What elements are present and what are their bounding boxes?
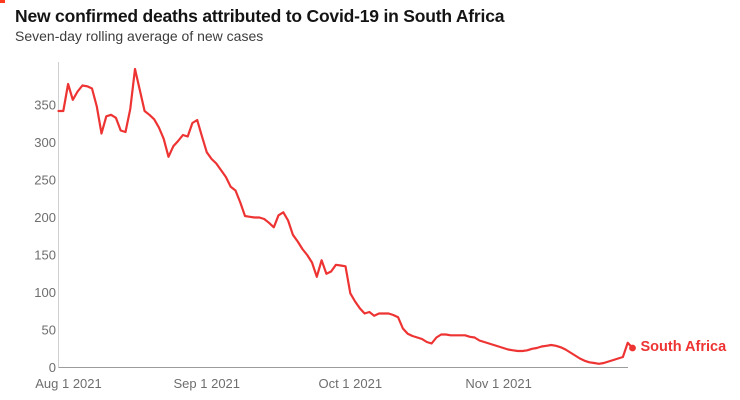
y-tick-label: 0 xyxy=(49,360,56,375)
chart-subtitle: Seven-day rolling average of new cases xyxy=(15,28,264,44)
brand-corner-mark xyxy=(0,0,5,3)
x-tick-label: Oct 1 2021 xyxy=(318,376,382,391)
y-tick-label: 50 xyxy=(42,323,56,338)
y-tick-label: 300 xyxy=(34,135,56,150)
chart-title: New confirmed deaths attributed to Covid… xyxy=(15,6,505,26)
y-tick-label: 150 xyxy=(34,248,56,263)
y-tick-label: 100 xyxy=(34,285,56,300)
y-tick-label: 200 xyxy=(34,210,56,225)
south-africa-series-line xyxy=(57,67,634,365)
y-tick-label: 350 xyxy=(34,98,56,113)
y-tick-label: 250 xyxy=(34,173,56,188)
series-end-dot xyxy=(629,344,636,352)
x-tick-label: Nov 1 2021 xyxy=(465,376,532,391)
series-end-label: South Africa xyxy=(640,339,727,355)
x-tick-label: Sep 1 2021 xyxy=(174,376,241,391)
x-tick-label: Aug 1 2021 xyxy=(35,376,102,391)
